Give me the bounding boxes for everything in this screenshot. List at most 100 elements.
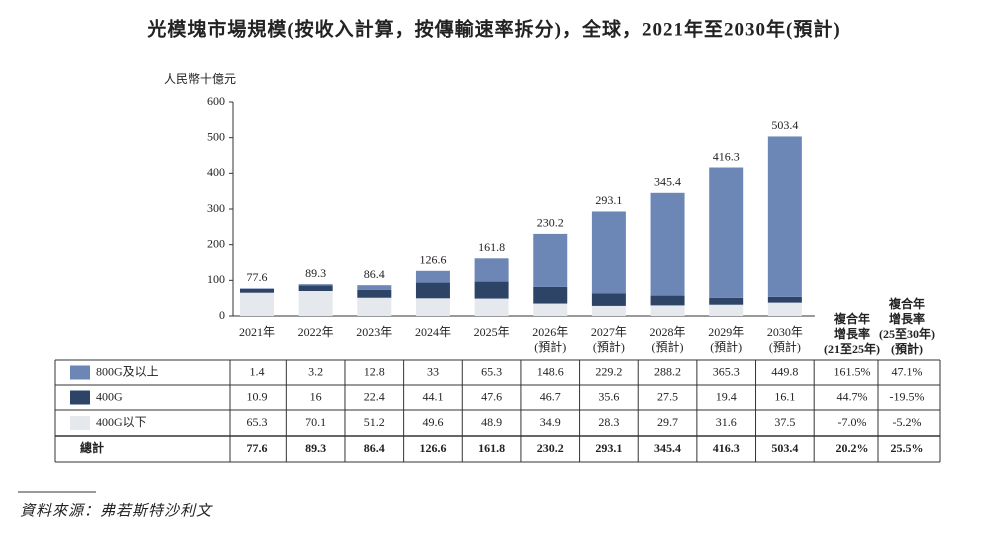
bar-segment [591, 305, 626, 316]
bar-segment [591, 293, 626, 306]
cagr-header: 增長率 [889, 311, 925, 326]
bar-segment [298, 285, 333, 291]
table-value: 48.9 [481, 415, 502, 429]
bar-segment [533, 286, 568, 304]
bar-segment [709, 304, 744, 316]
chart-title: 光模塊市場規模(按收入計算，按傳輸速率拆分)，全球，2021年至2030年(預計… [146, 17, 840, 40]
table-total: 86.4 [364, 441, 385, 455]
table-total: 77.6 [247, 441, 268, 455]
x-tick-label: 2029年 [708, 325, 744, 339]
table-value: 28.3 [598, 415, 619, 429]
table-cagr: -7.0% [838, 415, 867, 429]
table-value: 10.9 [247, 389, 268, 403]
y-tick-label: 400 [207, 165, 225, 179]
table-value: 288.2 [654, 364, 681, 378]
total-label: 89.3 [305, 266, 326, 280]
x-tick-label: 2026年 [532, 325, 568, 339]
table-value: 148.6 [537, 364, 564, 378]
table-total: 89.3 [305, 441, 326, 455]
table-cagr: -5.2% [893, 415, 922, 429]
x-tick-label: (預計) [593, 339, 625, 354]
table-value: 31.6 [716, 415, 737, 429]
source: 資料來源：弗若斯特沙利文 [20, 502, 213, 519]
legend-swatch [70, 390, 90, 405]
table-value: 449.8 [771, 364, 798, 378]
legend-swatch [70, 365, 90, 380]
table-value: 27.5 [657, 389, 678, 403]
cagr-header: 複合年 [888, 296, 925, 311]
table-value: 19.4 [716, 389, 737, 403]
x-tick-label: (預計) [652, 339, 684, 354]
cagr-header: (預計) [891, 341, 923, 356]
y-tick-label: 300 [207, 201, 225, 215]
table-value: 34.9 [540, 415, 561, 429]
table-value: 22.4 [364, 389, 385, 403]
table-cagr: 44.7% [837, 389, 868, 403]
table-value: 44.1 [422, 389, 443, 403]
bar-segment [650, 295, 685, 306]
total-label: 161.8 [478, 240, 505, 254]
x-tick-label: (預計) [769, 339, 801, 354]
bar-segment [415, 282, 450, 299]
x-tick-label: (預計) [534, 339, 566, 354]
table-value: 46.7 [540, 389, 561, 403]
table-cagr: 161.5% [834, 364, 871, 378]
total-label: 293.1 [595, 193, 622, 207]
cagr-header: 增長率 [834, 326, 870, 341]
bar-segment [767, 302, 802, 316]
bar-segment [650, 192, 685, 296]
bar-segment [533, 233, 568, 287]
table-value: 65.3 [247, 415, 268, 429]
bar-segment [298, 290, 333, 316]
bar-segment [357, 289, 392, 298]
y-tick-label: 500 [207, 129, 225, 143]
bar-segment [474, 258, 509, 282]
table-total-cagr: 25.5% [891, 441, 924, 455]
table-value: 49.6 [422, 415, 443, 429]
legend-label: 800G及以上 [96, 364, 159, 378]
total-label: 503.4 [771, 118, 798, 132]
legend-label: 400G [96, 389, 123, 403]
table-value: 33 [427, 364, 439, 378]
y-tick-label: 100 [207, 272, 225, 286]
table-value: 35.6 [598, 389, 619, 403]
bar-segment [474, 298, 509, 316]
bar-segment [415, 298, 450, 316]
bar-segment [591, 211, 626, 294]
x-tick-label: 2025年 [474, 325, 510, 339]
bar-segment [767, 136, 802, 297]
cagr-header: (21至25年) [824, 341, 880, 356]
bar-segment [650, 305, 685, 316]
table-value: 365.3 [713, 364, 740, 378]
total-label: 86.4 [364, 267, 385, 281]
x-tick-label: (預計) [710, 339, 742, 354]
bar-segment [767, 296, 802, 303]
bar-segment [533, 303, 568, 316]
table-total: 161.8 [478, 441, 505, 455]
table-total: 293.1 [595, 441, 622, 455]
table-value: 3.2 [308, 364, 323, 378]
table-value: 47.6 [481, 389, 502, 403]
table-value: 51.2 [364, 415, 385, 429]
x-tick-label: 2022年 [298, 325, 334, 339]
table-cagr: -19.5% [890, 389, 925, 403]
bar-segment [298, 284, 333, 286]
table-value: 16 [310, 389, 322, 403]
x-tick-label: 2021年 [239, 325, 275, 339]
table-total: 345.4 [654, 441, 681, 455]
total-label: 416.3 [713, 149, 740, 163]
table-value: 1.4 [250, 364, 265, 378]
table-total: 416.3 [713, 441, 740, 455]
x-tick-label: 2027年 [591, 325, 627, 339]
x-tick-label: 2030年 [767, 325, 803, 339]
table-value: 70.1 [305, 415, 326, 429]
total-label: 345.4 [654, 175, 681, 189]
legend-label: 400G以下 [96, 415, 147, 429]
table-value: 229.2 [595, 364, 622, 378]
bar-segment [474, 281, 509, 299]
table-value: 65.3 [481, 364, 502, 378]
cagr-header: (25至30年) [879, 326, 935, 341]
bar-segment [415, 270, 450, 283]
bar-segment [709, 167, 744, 298]
